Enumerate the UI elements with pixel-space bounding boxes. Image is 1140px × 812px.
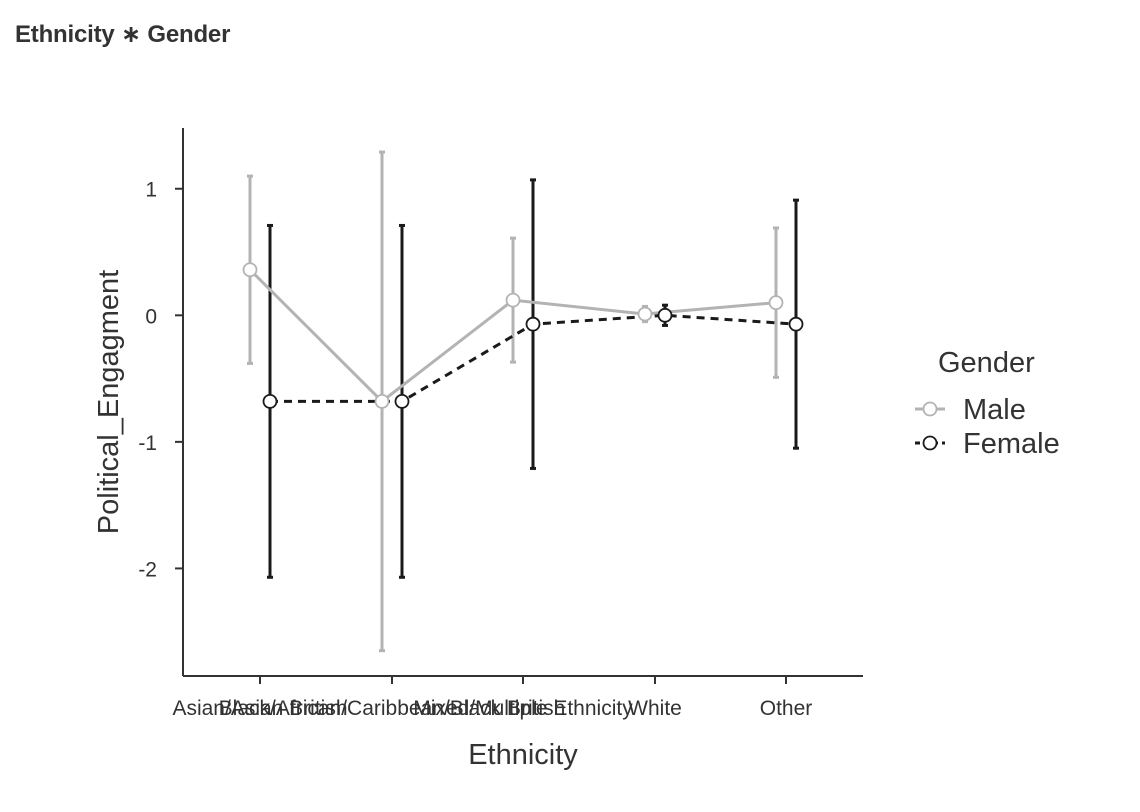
x-tick-label: Asian/Asian British (172, 697, 347, 720)
y-tick-label: 1 (145, 179, 157, 202)
y-tick-label: 0 (145, 305, 157, 328)
x-tick-label: White (628, 697, 682, 720)
legend-label-male: Male (963, 394, 1026, 426)
legend-marker-male (922, 401, 938, 417)
data-point-female (525, 316, 541, 332)
x-tick-label: Black/African/Caribbean/Black British (219, 697, 566, 720)
data-point-male (768, 295, 784, 311)
page-title: Ethnicity ∗ Gender (15, 21, 231, 48)
data-point-female (262, 393, 278, 409)
x-axis-title: Ethnicity (468, 739, 578, 771)
legend-label-female: Female (963, 428, 1060, 460)
series-points (242, 262, 804, 409)
y-axis-title: Political_Engagment (93, 270, 125, 534)
series-lines (248, 268, 797, 404)
data-point-male (505, 292, 521, 308)
data-point-female (788, 316, 804, 332)
legend-title: Gender (938, 347, 1035, 379)
x-tick-label: Mixed/Multiple Ethnicity (413, 697, 633, 720)
y-tick-label: -2 (138, 558, 157, 581)
x-tick-label: Other (760, 697, 813, 720)
data-point-female (394, 393, 410, 409)
tick-labels: 1 0 -1 -2 Asian/Asian BritishBlack/African/C… (138, 179, 812, 720)
data-point-male (374, 393, 390, 409)
data-point-male (242, 262, 258, 278)
y-tick-label: -1 (138, 432, 157, 455)
legend-marker-female (922, 435, 938, 451)
data-point-female (657, 307, 673, 323)
axes (175, 128, 863, 684)
data-point-male (637, 306, 653, 322)
